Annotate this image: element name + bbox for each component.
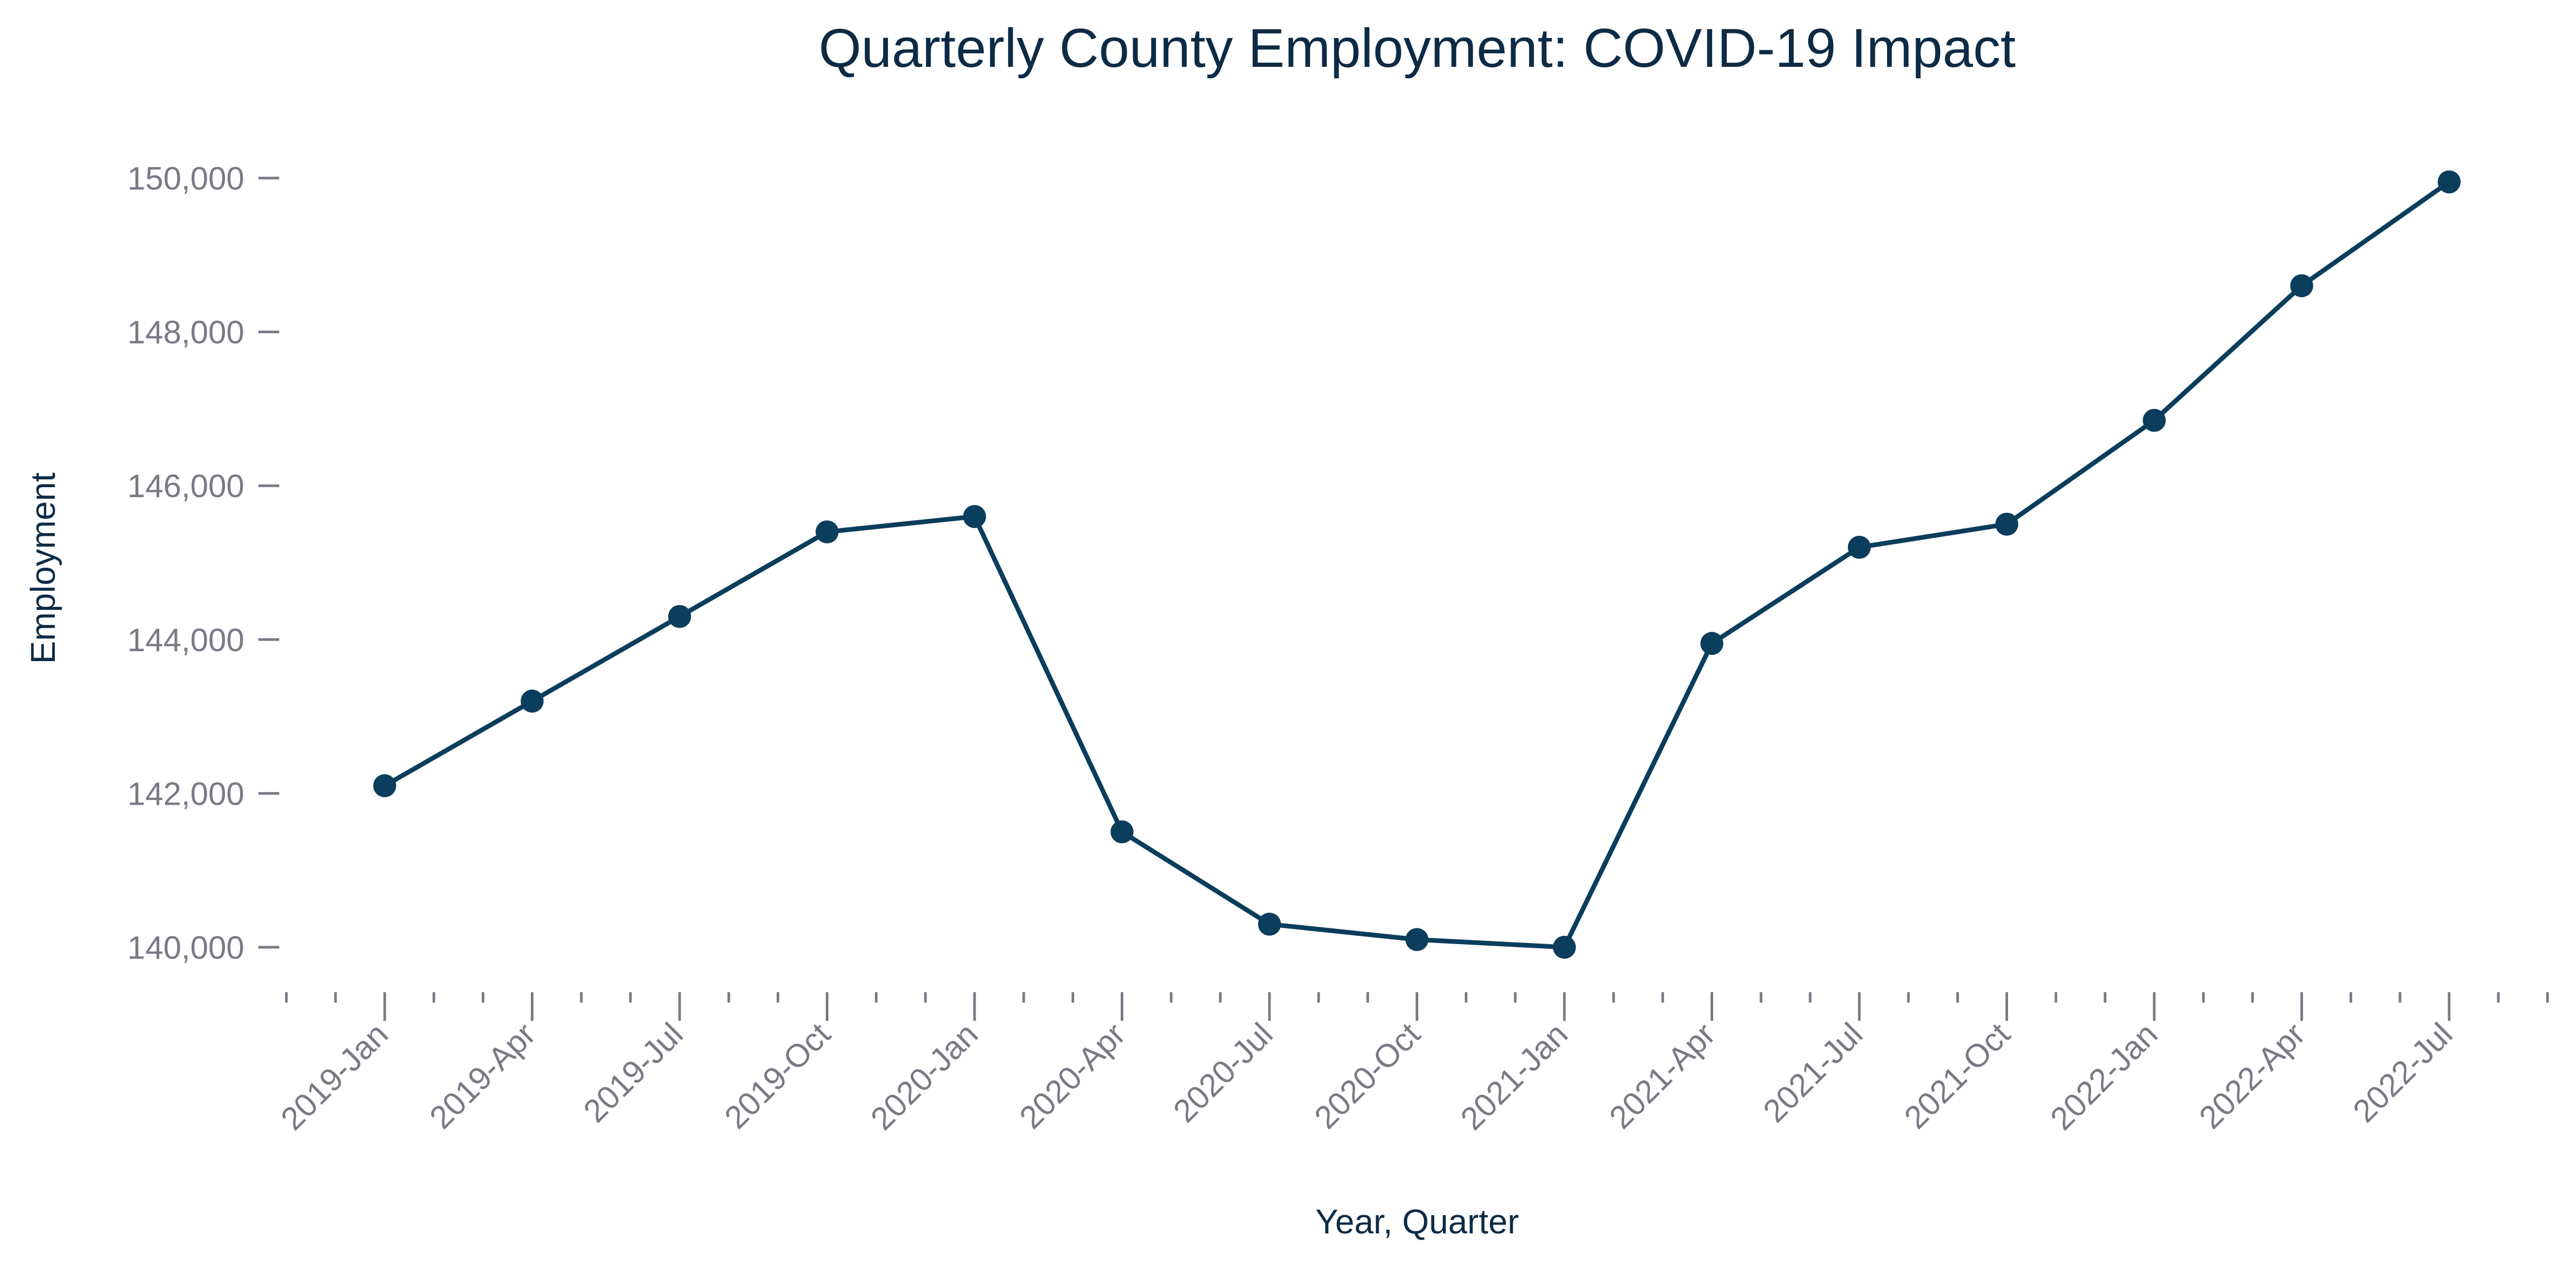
x-axis: 2019-Jan 2019-Apr 2019-Jul 2019-Oct 2020-Jan…	[274, 992, 2549, 1137]
y-axis: 140,000 142,000 144,000 146,000 148,000 150,0…	[127, 161, 279, 966]
data-point	[1995, 512, 2019, 536]
x-tick-label: 2021-Jul	[1756, 1016, 1870, 1129]
y-tick-label: 142,000	[127, 776, 244, 812]
x-tick-label: 2020-Oct	[1308, 1016, 1427, 1136]
data-point	[2290, 274, 2313, 298]
data-point	[520, 689, 544, 713]
data-point	[1700, 632, 1724, 655]
data-point	[668, 605, 691, 628]
y-tick-label: 144,000	[127, 622, 244, 658]
data-point	[2438, 170, 2461, 194]
data-point	[1258, 912, 1281, 936]
data-point	[1110, 820, 1134, 844]
y-axis-label: Employment	[23, 473, 62, 664]
series-line	[383, 180, 2451, 950]
data-point	[963, 505, 986, 528]
y-tick-label: 140,000	[127, 930, 244, 966]
x-tick-label: 2019-Jan	[274, 1016, 395, 1137]
data-point	[1405, 928, 1429, 951]
data-point	[1848, 536, 1871, 559]
x-tick-label: 2019-Apr	[423, 1016, 542, 1136]
data-point	[2143, 408, 2166, 432]
y-tick-label: 146,000	[127, 468, 244, 504]
x-tick-label: 2021-Jan	[1454, 1016, 1575, 1137]
x-tick-label: 2020-Apr	[1013, 1016, 1132, 1136]
x-tick-label: 2021-Apr	[1602, 1016, 1722, 1136]
x-tick-label: 2022-Jul	[2346, 1016, 2460, 1129]
x-tick-label: 2021-Oct	[1897, 1016, 2017, 1136]
x-tick-label: 2022-Apr	[2192, 1016, 2312, 1136]
chart-title: Quarterly County Employment: COVID-19 Im…	[818, 18, 2015, 79]
data-point	[373, 774, 396, 797]
x-tick-label: 2020-Jan	[864, 1016, 985, 1137]
y-tick-label: 150,000	[127, 161, 244, 197]
plot-area	[373, 170, 2461, 959]
x-tick-label: 2022-Jan	[2044, 1016, 2165, 1137]
data-point	[815, 520, 839, 544]
x-tick-label: 2020-Jul	[1167, 1016, 1280, 1129]
x-tick-label: 2019-Oct	[718, 1016, 837, 1136]
x-axis-label: Year, Quarter	[1315, 1202, 1519, 1241]
x-tick-label: 2019-Jul	[577, 1016, 690, 1129]
data-point	[1553, 936, 1576, 959]
y-tick-label: 148,000	[127, 315, 244, 351]
